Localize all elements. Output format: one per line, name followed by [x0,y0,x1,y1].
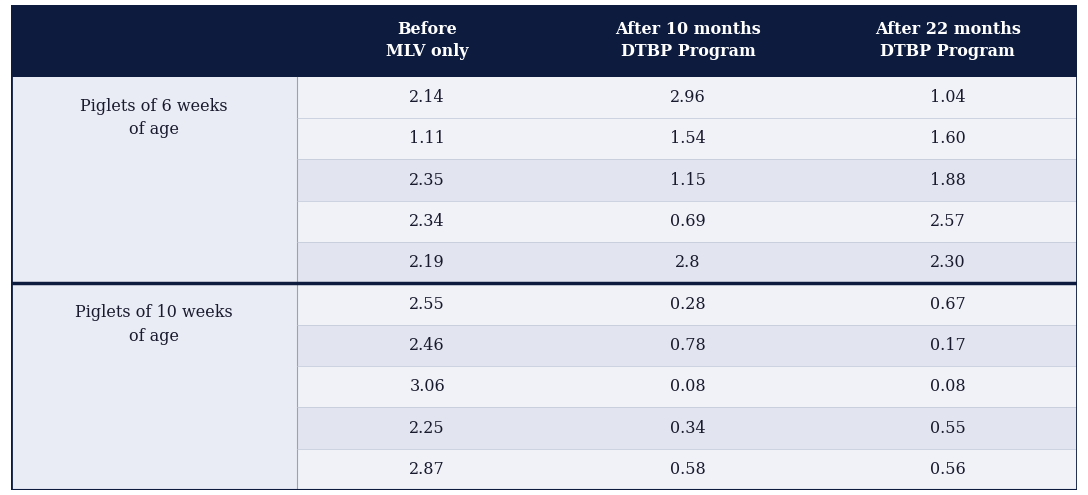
Text: Before
MLV only: Before MLV only [386,21,469,60]
Text: 2.34: 2.34 [409,213,445,230]
Bar [297,325,1077,366]
Text: 2.55: 2.55 [409,296,445,312]
Bar [297,242,1077,284]
Text: 2.30: 2.30 [930,254,965,271]
Text: 0.28: 0.28 [670,296,706,312]
Text: 0.67: 0.67 [930,296,965,312]
Text: Piglets of 10 weeks
of age: Piglets of 10 weeks of age [75,304,233,345]
Bar [297,284,1077,325]
Text: 2.87: 2.87 [409,461,445,478]
Text: After 10 months
DTBP Program: After 10 months DTBP Program [615,21,761,60]
Text: 0.58: 0.58 [670,461,706,478]
Bar [297,118,1077,159]
Text: 2.96: 2.96 [670,89,706,106]
Text: 0.55: 0.55 [930,420,965,437]
Text: 2.8: 2.8 [676,254,701,271]
Text: 0.17: 0.17 [930,337,965,354]
Text: 0.08: 0.08 [670,378,706,395]
Text: 2.14: 2.14 [409,89,445,106]
Text: 0.69: 0.69 [670,213,706,230]
Text: 2.46: 2.46 [409,337,445,354]
Text: 1.11: 1.11 [409,130,445,147]
Bar [297,449,1077,490]
Text: 0.34: 0.34 [670,420,706,437]
Text: 1.04: 1.04 [930,89,965,106]
Bar [297,159,1077,201]
Text: 0.08: 0.08 [930,378,965,395]
Text: 1.15: 1.15 [670,172,706,189]
Text: 2.57: 2.57 [930,213,965,230]
Text: 0.56: 0.56 [930,461,965,478]
Text: 1.60: 1.60 [930,130,965,147]
Bar [297,407,1077,449]
Bar [297,366,1077,407]
Text: 2.19: 2.19 [409,254,445,271]
Bar [11,5,1077,77]
Bar [297,201,1077,242]
Text: 1.54: 1.54 [670,130,706,147]
Text: 2.35: 2.35 [409,172,445,189]
Text: 3.06: 3.06 [409,378,445,395]
Text: 1.88: 1.88 [929,172,965,189]
Text: After 22 months
DTBP Program: After 22 months DTBP Program [875,21,1021,60]
Bar [297,77,1077,118]
Text: 0.78: 0.78 [670,337,706,354]
Text: Piglets of 6 weeks
of age: Piglets of 6 weeks of age [79,98,227,138]
Bar [11,77,297,490]
Text: 2.25: 2.25 [409,420,445,437]
